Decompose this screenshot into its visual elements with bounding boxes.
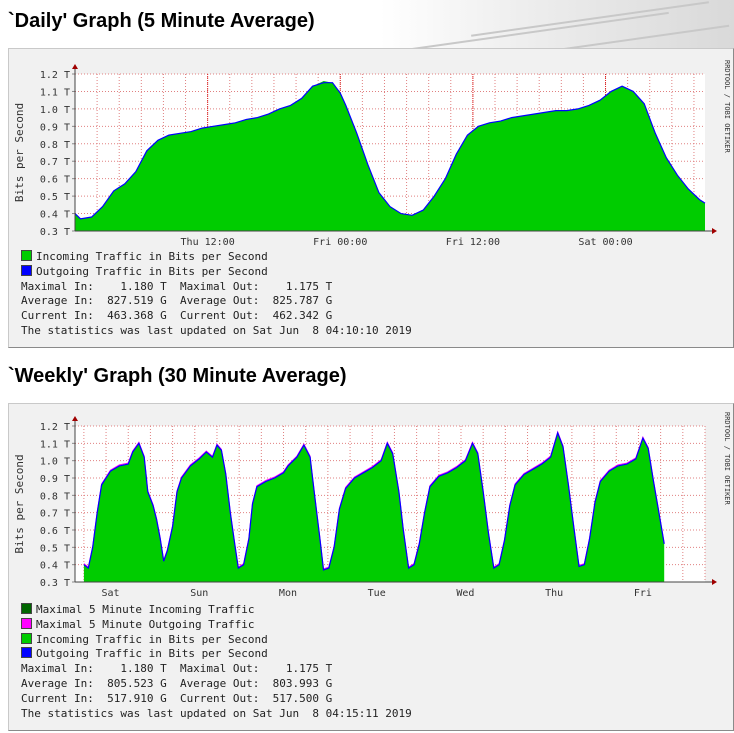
- y-tick-label: 0.4 T: [40, 561, 70, 572]
- rrdtool-credit: RRDTOOL / TOBI OETIKER: [723, 60, 731, 154]
- daily-graph-chart: 0.3 T 0.4 T 0.5 T 0.6 T 0.7 T 0.8 T 0.9 T 1.0 T…: [13, 60, 731, 248]
- stats-row: Current In: 463.368 G Current Out: 462.3…: [21, 309, 333, 323]
- x-axis-arrow: [712, 579, 717, 585]
- stats-row: Average In: 805.523 G Average Out: 803.9…: [21, 676, 333, 690]
- daily-graph-title: `Daily' Graph (5 Minute Average): [8, 10, 315, 32]
- legend-entry: Maximal 5 Minute Incoming Traffic: [21, 603, 412, 618]
- weekly-graph-title: `Weekly' Graph (30 Minute Average): [8, 365, 347, 387]
- weekly-graph-legend: Maximal 5 Minute Incoming Traffic Maximal…: [21, 603, 412, 721]
- legend-entry: Outgoing Traffic in Bits per Second: [21, 647, 412, 662]
- y-tick-label: 0.5 T: [40, 192, 70, 203]
- y-tick-label: 1.0 T: [40, 105, 70, 116]
- y-tick-label: 0.9 T: [40, 122, 70, 133]
- header-banner: [380, 0, 734, 54]
- y-tick-label: 1.1 T: [40, 87, 70, 98]
- x-tick-label: Mon: [279, 588, 297, 599]
- y-tick-label: 1.2 T: [40, 422, 70, 433]
- legend-swatch: [21, 264, 32, 276]
- rrdtool-credit: RRDTOOL / TOBI OETIKER: [723, 412, 731, 506]
- incoming-traffic-area: [75, 81, 705, 231]
- y-tick-label: 0.3 T: [40, 578, 70, 589]
- legend-entry: Outgoing Traffic in Bits per Second: [21, 264, 412, 280]
- outgoing-traffic-line: [83, 431, 665, 571]
- x-tick-label: Fri: [634, 588, 652, 599]
- y-tick-label: 0.8 T: [40, 491, 70, 502]
- y-axis-arrow: [72, 416, 78, 421]
- outgoing-traffic-line: [74, 82, 706, 220]
- legend-entry: Maximal 5 Minute Outgoing Traffic: [21, 617, 412, 633]
- y-tick-label: 0.7 T: [40, 157, 70, 168]
- x-tick-label: Fri 00:00: [313, 237, 367, 248]
- x-tick-label: Sun: [190, 588, 208, 599]
- stats-row: Current In: 517.910 G Current Out: 517.5…: [21, 691, 333, 705]
- legend-label: Maximal 5 Minute Incoming Traffic: [36, 603, 255, 616]
- y-tick-label: 0.6 T: [40, 526, 70, 537]
- x-tick-label: Wed: [456, 588, 474, 599]
- stats-row: Maximal In: 1.180 T Maximal Out: 1.175 T: [21, 662, 333, 676]
- weekly-graph-panel: 0.3 T 0.4 T 0.5 T 0.6 T 0.7 T 0.8 T 0.9 T 1.0 T…: [8, 403, 734, 731]
- daily-graph-panel: 0.3 T 0.4 T 0.5 T 0.6 T 0.7 T 0.8 T 0.9 T 1.0 T…: [8, 48, 734, 348]
- x-tick-label: Thu 12:00: [181, 237, 235, 248]
- y-tick-label: 0.8 T: [40, 140, 70, 151]
- legend-label: Incoming Traffic in Bits per Second: [36, 250, 268, 263]
- x-axis-arrow: [712, 228, 717, 234]
- legend-entry: Incoming Traffic in Bits per Second: [21, 250, 412, 265]
- last-updated-text: The statistics was last updated on Sat J…: [21, 706, 412, 720]
- y-tick-label: 1.2 T: [40, 70, 70, 81]
- legend-entry: Incoming Traffic in Bits per Second: [21, 632, 412, 648]
- y-tick-label: 0.3 T: [40, 227, 70, 238]
- x-tick-label: Thu: [545, 588, 563, 599]
- legend-label: Maximal 5 Minute Outgoing Traffic: [36, 617, 255, 631]
- stats-row: Maximal In: 1.180 T Maximal Out: 1.175 T: [21, 279, 333, 293]
- y-tick-label: 0.6 T: [40, 175, 70, 186]
- weekly-graph-chart: 0.3 T 0.4 T 0.5 T 0.6 T 0.7 T 0.8 T 0.9 T 1.0 T…: [13, 412, 731, 599]
- y-tick-label: 1.1 T: [40, 439, 70, 450]
- legend-swatch: [21, 647, 32, 659]
- y-tick-label: 0.9 T: [40, 474, 70, 485]
- y-axis-arrow: [72, 64, 78, 69]
- x-tick-label: Fri 12:00: [446, 237, 500, 248]
- y-axis-label: Bits per Second: [13, 103, 26, 202]
- legend-swatch: [21, 250, 32, 261]
- y-tick-label: 0.5 T: [40, 543, 70, 554]
- x-tick-label: Sat: [101, 588, 119, 599]
- y-axis-label: Bits per Second: [13, 454, 26, 553]
- legend-swatch: [21, 617, 32, 629]
- incoming-traffic-area: [83, 432, 665, 582]
- last-updated-text: The statistics was last updated on Sat J…: [21, 323, 412, 337]
- daily-graph-legend: Incoming Traffic in Bits per Second Outgo…: [21, 250, 412, 339]
- stats-row: Average In: 827.519 G Average Out: 825.7…: [21, 294, 333, 308]
- y-tick-label: 1.0 T: [40, 457, 70, 468]
- legend-swatch: [21, 603, 32, 614]
- legend-label: Outgoing Traffic in Bits per Second: [36, 647, 268, 661]
- legend-label: Outgoing Traffic in Bits per Second: [36, 264, 268, 278]
- x-tick-label: Sat 00:00: [578, 237, 632, 248]
- x-tick-label: Tue: [368, 588, 386, 599]
- y-tick-label: 0.4 T: [40, 210, 70, 221]
- legend-swatch: [21, 632, 32, 644]
- legend-label: Incoming Traffic in Bits per Second: [36, 632, 268, 646]
- y-tick-label: 0.7 T: [40, 509, 70, 520]
